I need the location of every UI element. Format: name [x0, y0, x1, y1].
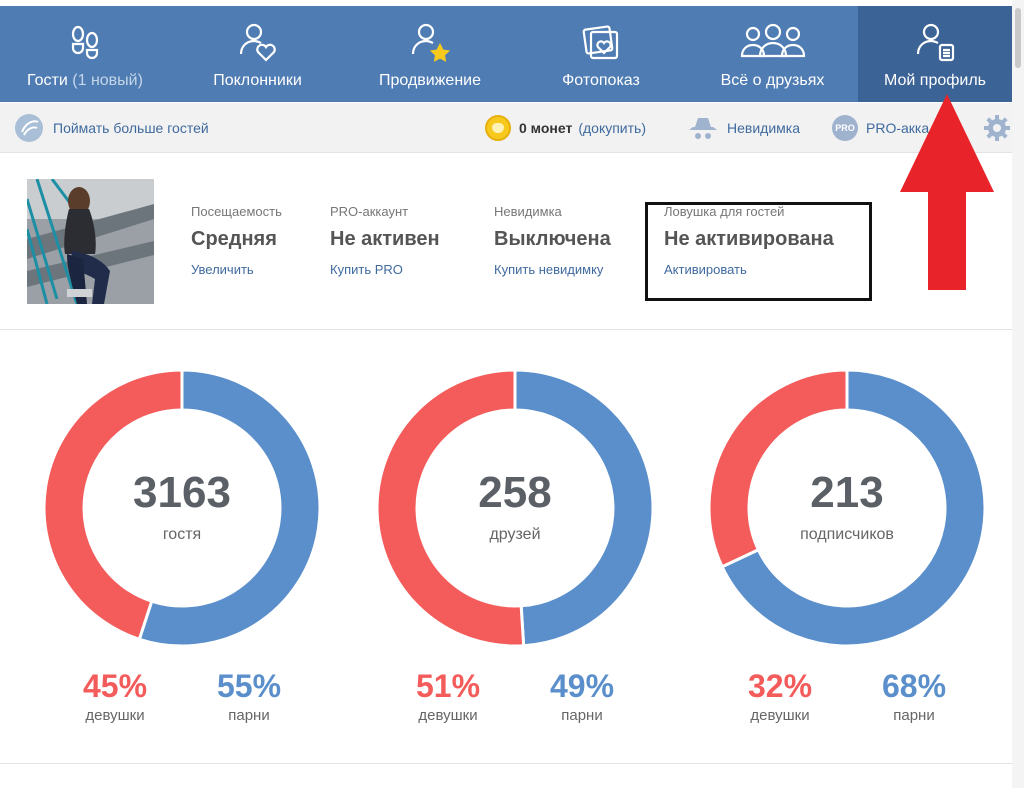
donut-slice-girls	[42, 368, 184, 642]
guests-girls-label: девушки	[85, 707, 145, 724]
tab-guests[interactable]: Гости (1 новый)	[0, 6, 170, 102]
settings-button[interactable]	[982, 103, 1012, 153]
trap-icon	[15, 114, 43, 142]
followers-label: подписчиков	[800, 526, 894, 543]
guests-count: 3163	[133, 468, 231, 517]
donut-guests-svg	[42, 368, 322, 648]
divider	[0, 763, 1012, 764]
pro-account-link[interactable]: PRO PRO-акка	[832, 103, 929, 153]
stat-invisible: Невидимка Выключена Купить невидимку	[494, 204, 611, 277]
scrollbar-thumb[interactable]	[1015, 8, 1021, 68]
footprints-icon	[63, 20, 107, 64]
stat-guest-trap-label: Ловушка для гостей	[664, 204, 785, 219]
coins-balance: 0 монет (докупить)	[485, 103, 646, 153]
guests-girls-percent: 45%	[82, 668, 148, 704]
guests-gender-legend: 45% девушки 55% парни	[42, 668, 322, 738]
followers-girls-percent: 32%	[747, 668, 813, 704]
secondary-toolbar: Поймать больше гостей 0 монет (докупить)…	[0, 103, 1012, 153]
friends-label: друзей	[489, 526, 541, 543]
tab-my-profile-label: Мой профиль	[883, 72, 987, 89]
stat-attendance-label: Посещаемость	[191, 204, 282, 219]
stat-attendance-value: Средняя	[191, 228, 277, 250]
stat-pro-account-value: Не активен	[330, 228, 440, 250]
followers-boys-percent: 68%	[881, 668, 947, 704]
guests-label: гостя	[162, 526, 202, 543]
increase-attendance-link[interactable]: Увеличить	[191, 262, 254, 277]
tab-about-friends[interactable]: Всё о друзьях	[687, 6, 858, 102]
invisible-link[interactable]: Невидимка	[687, 103, 800, 153]
followers-gender-legend: 32% девушки 68% парни	[707, 668, 987, 738]
friends-gender-legend: 51% девушки 49% парни	[375, 668, 655, 738]
scrollbar[interactable]	[1012, 0, 1024, 788]
friends-girls-label: девушки	[418, 707, 478, 724]
tab-guests-label: Гости	[27, 72, 68, 89]
followers-boys-label: парни	[893, 707, 935, 724]
person-heart-icon	[236, 20, 280, 64]
top-navigation: Гости (1 новый) Поклонники Продвижение	[0, 6, 1012, 102]
donut-slice-boys	[513, 368, 655, 648]
stat-pro-account: PRO-аккаунт Не активен Купить PRO	[330, 204, 440, 277]
tab-photoshow-label: Фотопоказ	[562, 72, 640, 89]
tab-about-friends-label: Всё о друзьях	[720, 72, 825, 89]
person-card-icon	[913, 20, 957, 64]
pro-account-label: PRO-акка	[866, 120, 930, 136]
coins-amount: 0 монет	[519, 120, 573, 136]
stat-invisible-value: Выключена	[494, 228, 611, 250]
person-star-icon	[408, 20, 452, 64]
donut-chart-guests: 3163 гостя	[42, 368, 322, 648]
stat-attendance: Посещаемость Средняя Увеличить	[191, 204, 282, 277]
photos-heart-icon	[579, 20, 623, 64]
donut-slice-girls	[707, 368, 849, 569]
donut-followers-svg	[707, 368, 987, 648]
guests-boys-label: парни	[228, 707, 270, 724]
spy-hat-icon	[689, 118, 717, 139]
highlight-box	[645, 202, 872, 301]
donut-slice-girls	[375, 368, 526, 648]
friends-count: 258	[478, 468, 552, 517]
buy-coins-link[interactable]: (докупить)	[578, 120, 646, 136]
pro-badge-icon: PRO	[832, 115, 858, 141]
donut-friends-svg	[375, 368, 655, 648]
stat-invisible-label: Невидимка	[494, 204, 562, 219]
tab-promotion[interactable]: Продвижение	[345, 6, 515, 102]
donut-slice-boys	[137, 368, 322, 648]
followers-count: 213	[810, 468, 884, 517]
donut-chart-followers: 213 подписчиков	[707, 368, 987, 648]
gear-icon	[984, 115, 1010, 141]
invisible-label: Невидимка	[727, 120, 800, 136]
red-arrow-annotation	[900, 94, 994, 290]
followers-girls-label: девушки	[750, 707, 810, 724]
profile-section: Посещаемость Средняя Увеличить PRO-аккау…	[0, 154, 1012, 330]
tab-my-profile[interactable]: Мой профиль	[858, 6, 1012, 102]
stat-guest-trap: Ловушка для гостей Не активирована Актив…	[664, 204, 834, 277]
activate-trap-link[interactable]: Активировать	[664, 262, 747, 277]
tab-guests-new-count: (1 новый)	[72, 72, 143, 89]
friends-boys-percent: 49%	[549, 668, 615, 704]
buy-invisible-link[interactable]: Купить невидимку	[494, 262, 604, 277]
people-group-icon	[738, 20, 808, 64]
catch-more-guests-link[interactable]: Поймать больше гостей	[14, 103, 209, 153]
friends-girls-percent: 51%	[415, 668, 481, 704]
avatar[interactable]	[27, 179, 154, 304]
tab-fans[interactable]: Поклонники	[170, 6, 345, 102]
catch-more-guests-label: Поймать больше гостей	[53, 120, 209, 136]
donut-chart-friends: 258 друзей	[375, 368, 655, 648]
friends-boys-label: парни	[561, 707, 603, 724]
donut-slice-boys	[720, 368, 987, 648]
tab-photoshow[interactable]: Фотопоказ	[515, 6, 687, 102]
buy-pro-link[interactable]: Купить PRO	[330, 262, 403, 277]
coin-icon	[485, 115, 511, 141]
tab-fans-label: Поклонники	[213, 72, 302, 89]
guests-boys-percent: 55%	[216, 668, 282, 704]
stat-guest-trap-value: Не активирована	[664, 228, 834, 250]
stat-pro-account-label: PRO-аккаунт	[330, 204, 409, 219]
tab-promotion-label: Продвижение	[379, 72, 481, 89]
